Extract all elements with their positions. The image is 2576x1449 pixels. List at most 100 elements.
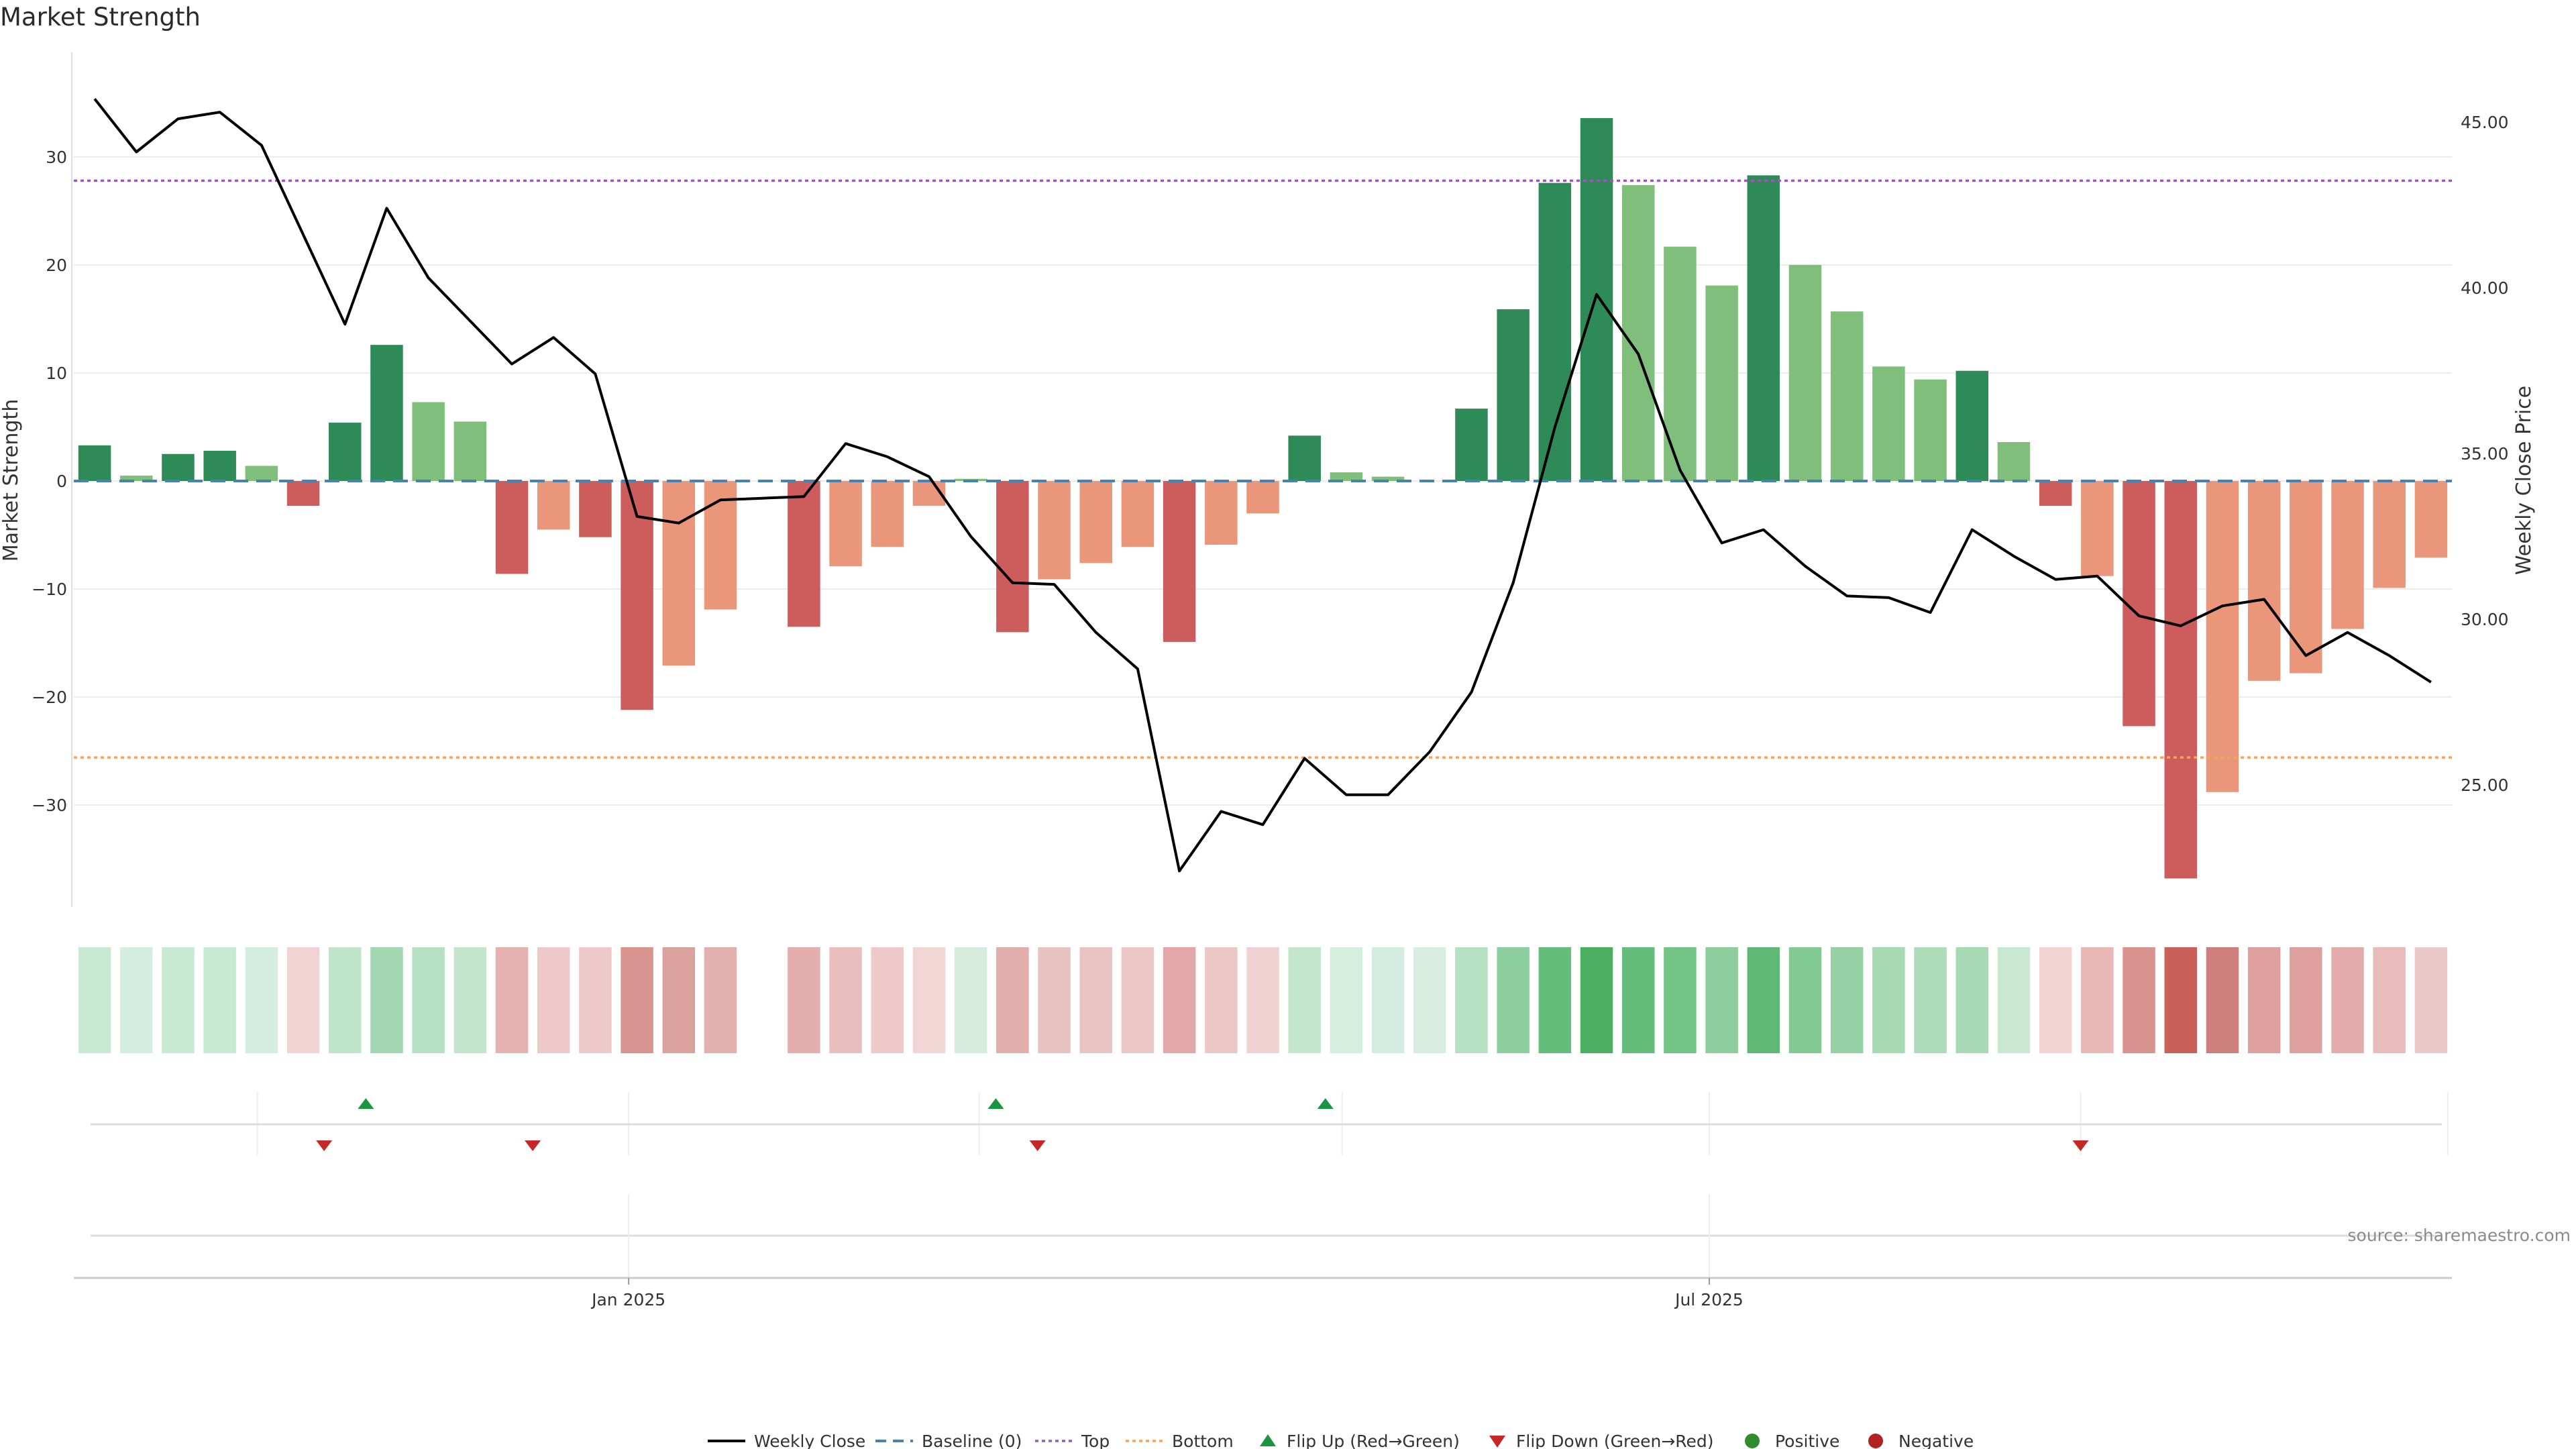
left-tick-label: −30 [32, 796, 67, 815]
legend-positive-swatch [1745, 1434, 1760, 1448]
heat-cell [2290, 947, 2322, 1053]
strength-bar [662, 481, 696, 666]
heat-cell [788, 947, 820, 1053]
strength-bar [996, 481, 1029, 633]
date-axis: Jan 2025 Jul 2025 [74, 1277, 2452, 1309]
source-note: source: sharemaestro.com [2348, 1226, 2571, 1245]
heat-cell [662, 947, 696, 1053]
strength-bar [328, 423, 362, 481]
legend-bottom: Bottom [1172, 1432, 1234, 1449]
heat-cell [1205, 947, 1238, 1053]
heat-strip [78, 947, 2448, 1053]
strength-bar [1664, 246, 1697, 481]
strength-bar [203, 450, 236, 481]
heat-cell [1079, 947, 1112, 1053]
heat-cell [1538, 947, 1572, 1053]
heat-cell [1872, 947, 1905, 1053]
strength-bar [1830, 311, 1864, 481]
strength-bar [2331, 481, 2364, 629]
reference-lines [74, 179, 2452, 759]
flip-down-marker [525, 1140, 541, 1151]
heat-cell [245, 947, 278, 1053]
flip-up-marker [987, 1098, 1004, 1109]
heat-cell [1664, 947, 1697, 1053]
right-tick-label: 25.00 [2461, 775, 2509, 795]
heat-cell [2164, 947, 2198, 1053]
heat-cell [1705, 947, 1738, 1053]
strength-bar [2373, 481, 2406, 588]
legend: Weekly Close Baseline (0) Top Bottom Flip Up… [708, 1432, 1974, 1449]
heat-cell [2039, 947, 2072, 1053]
strength-bar [871, 481, 904, 547]
flip-markers-panel [91, 1092, 2449, 1278]
heat-cell [286, 947, 320, 1053]
heat-cell [537, 947, 570, 1053]
heat-cell [1955, 947, 1989, 1053]
chart-title: Market Strength [0, 3, 201, 32]
heat-cell [1163, 947, 1196, 1053]
heat-cell [1830, 947, 1864, 1053]
strength-bar [1538, 182, 1572, 481]
left-tick-label: 0 [56, 472, 67, 491]
left-tick-label: −10 [32, 580, 67, 599]
strength-bar [2123, 481, 2155, 727]
strength-bar [495, 481, 529, 574]
left-axis-ticks: 30 20 10 0 −10 −20 −30 [32, 148, 67, 815]
x-tick-label: Jul 2025 [1674, 1290, 1743, 1309]
strength-bar [453, 421, 487, 481]
legend-baseline: Baseline (0) [922, 1432, 1022, 1449]
strength-bar [1330, 472, 1363, 481]
heat-cell [78, 947, 111, 1053]
strength-bar [245, 466, 278, 481]
strength-bar [1705, 285, 1738, 481]
legend-negative-swatch [1868, 1434, 1883, 1448]
strength-bar [579, 481, 612, 537]
heat-cell [1288, 947, 1321, 1053]
left-axis-label: Market Strength [0, 399, 23, 561]
heat-cell [2247, 947, 2281, 1053]
right-tick-label: 40.00 [2461, 278, 2509, 298]
right-axis-ticks: 45.00 40.00 35.00 30.00 25.00 [2461, 113, 2509, 795]
heat-cell [120, 947, 153, 1053]
strength-bar [120, 475, 153, 481]
right-tick-label: 35.00 [2461, 444, 2509, 464]
x-tick-label: Jan 2025 [590, 1290, 665, 1309]
heat-cell [328, 947, 362, 1053]
heat-cell [203, 947, 236, 1053]
flip-down-marker [316, 1140, 333, 1151]
heat-cell [2414, 947, 2448, 1053]
strength-bar [1872, 366, 1905, 481]
flip-up-marker [1317, 1098, 1334, 1109]
heat-cell [912, 947, 946, 1053]
heat-cell [579, 947, 612, 1053]
strength-bar [1455, 409, 1488, 481]
strength-bar [1747, 175, 1780, 481]
legend-flip-down: Flip Down (Green→Red) [1516, 1432, 1714, 1449]
legend-weekly-close: Weekly Close [754, 1432, 865, 1449]
legend-top: Top [1081, 1432, 1110, 1449]
strength-bar [2164, 481, 2198, 879]
strength-bar [2290, 481, 2322, 674]
heat-cell [1497, 947, 1529, 1053]
heat-cell [162, 947, 195, 1053]
strength-bar [1580, 118, 1613, 482]
left-tick-label: 10 [46, 364, 67, 383]
strength-bar [2247, 481, 2281, 681]
heat-cell [954, 947, 987, 1053]
heat-cell [2331, 947, 2364, 1053]
heat-cell [2123, 947, 2155, 1053]
strength-bar [1246, 481, 1279, 514]
left-tick-label: −20 [32, 688, 67, 707]
heat-cell [1621, 947, 1655, 1053]
heat-cell [1038, 947, 1071, 1053]
weekly-close-polyline [93, 98, 2432, 873]
weekly-close-line [93, 98, 2432, 873]
left-tick-label: 30 [46, 148, 67, 167]
strength-bar [286, 481, 320, 506]
heat-cell [871, 947, 904, 1053]
flip-down-marker [1029, 1140, 1046, 1151]
heat-cell [2373, 947, 2406, 1053]
right-axis-label: Weekly Close Price [2512, 386, 2536, 575]
strength-bar [1038, 481, 1071, 580]
